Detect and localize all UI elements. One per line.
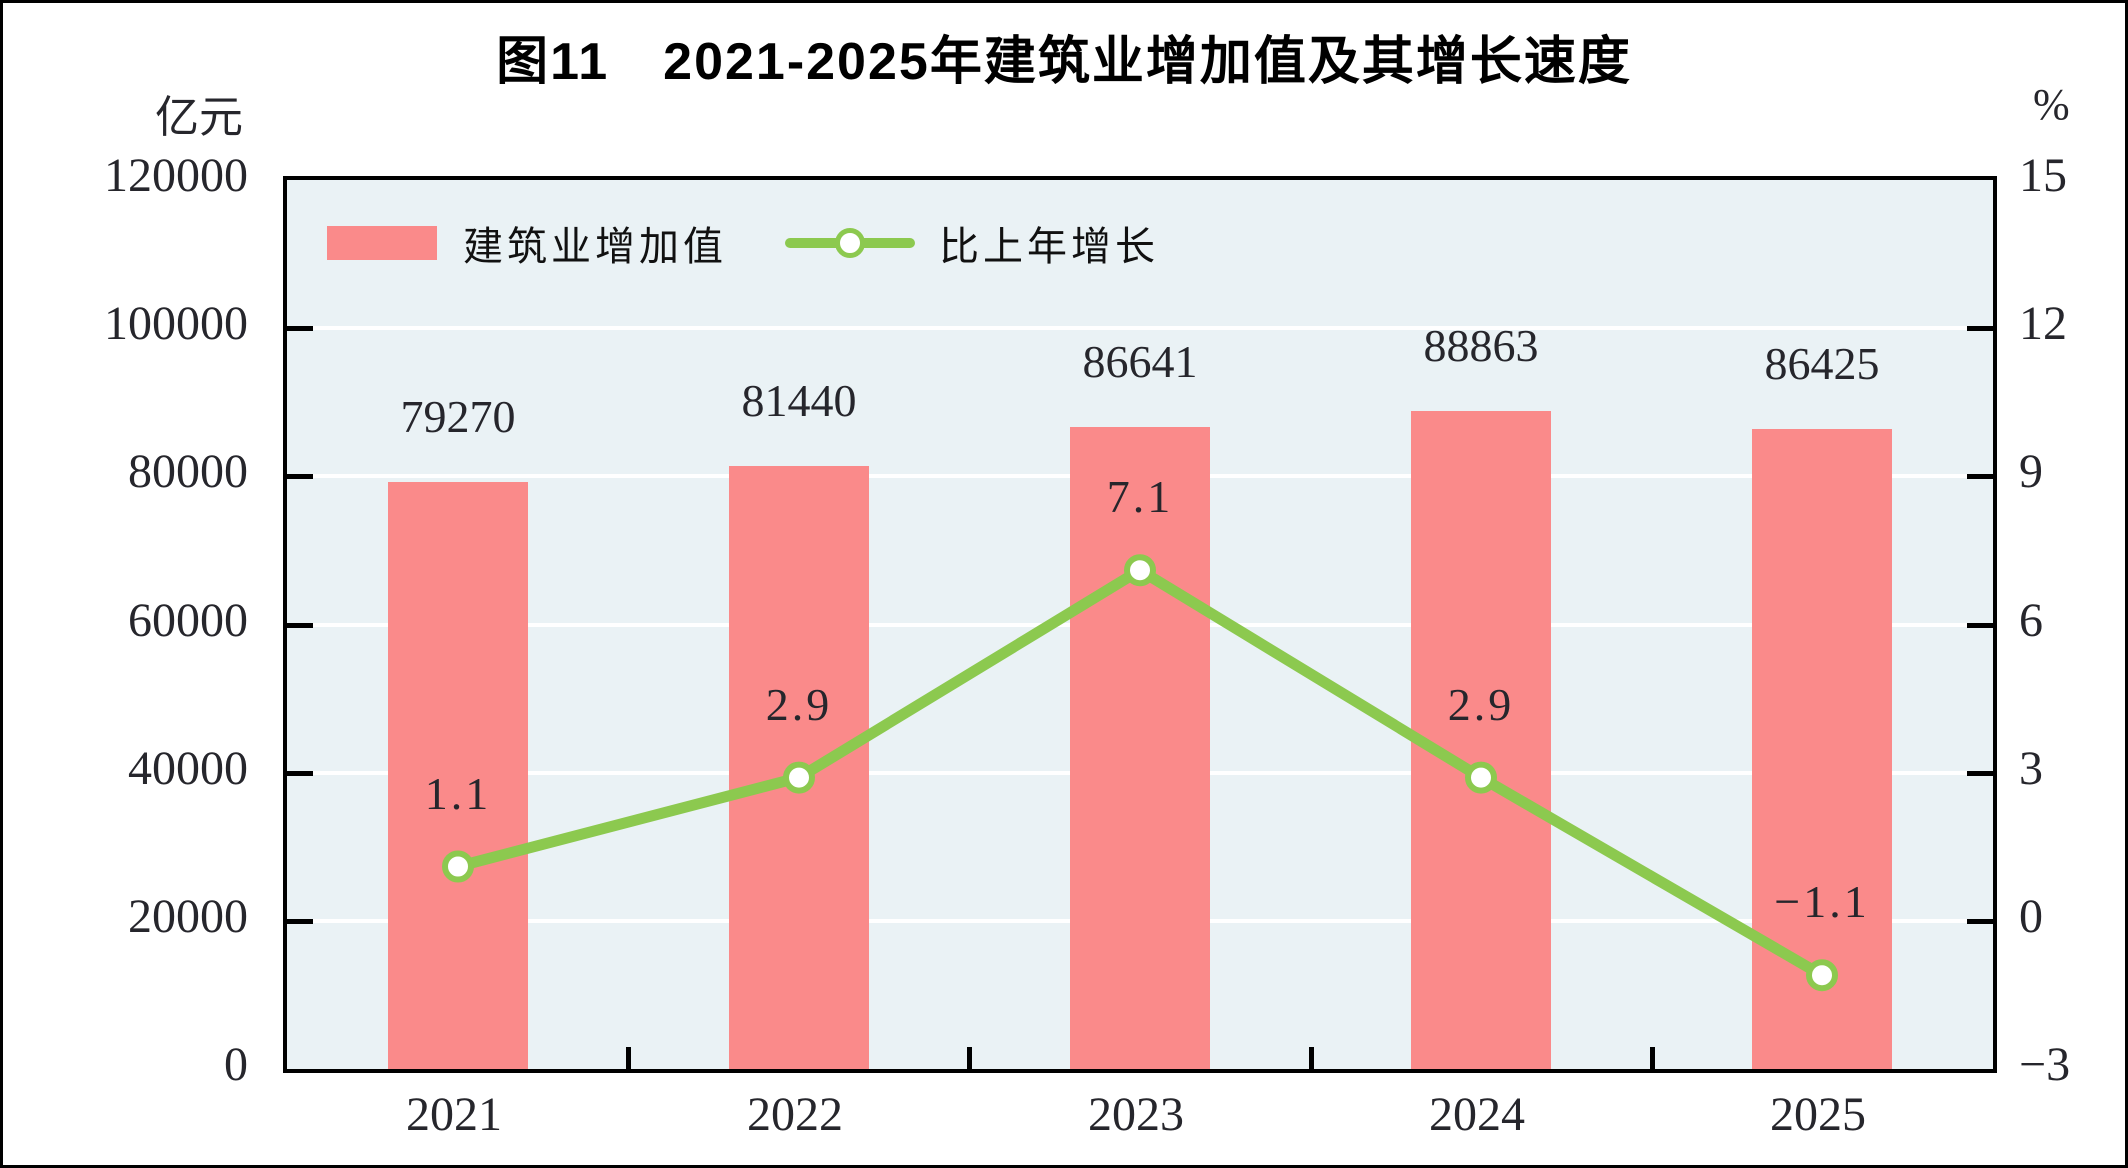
left-axis-unit-label: 亿元 xyxy=(155,93,243,142)
right-axis-tick-label: 9 xyxy=(2019,445,2043,498)
plot-area: 建筑业增加值 比上年增长 79270 81440 86641 88863 86425 1.… xyxy=(283,176,1997,1073)
legend-line-swatch-icon xyxy=(785,221,915,265)
bar-value-label: 79270 xyxy=(400,391,516,442)
right-axis-tick xyxy=(1967,771,1993,776)
bar-2021 xyxy=(388,482,528,1069)
right-axis-tick-label: 15 xyxy=(2019,149,2067,202)
right-axis-tick xyxy=(1967,623,1993,628)
right-axis-tick-label: 0 xyxy=(2019,890,2043,943)
line-value-label: 2.9 xyxy=(1447,679,1515,730)
left-axis-tick-label: 40000 xyxy=(128,742,248,795)
legend: 建筑业增加值 比上年增长 xyxy=(327,214,1159,272)
x-axis-tick xyxy=(1309,1047,1314,1069)
line-value-label: 7.1 xyxy=(1106,471,1174,522)
line-value-label: 2.9 xyxy=(765,679,833,730)
left-axis-tick-label: 80000 xyxy=(128,445,248,498)
left-axis-tick-label: 0 xyxy=(224,1038,248,1091)
line-marker-icon xyxy=(1124,554,1156,587)
right-axis-tick-label: −3 xyxy=(2019,1038,2071,1091)
bar-value-label: 86425 xyxy=(1764,338,1880,389)
x-axis-category-label: 2023 xyxy=(1088,1088,1184,1141)
left-axis-tick xyxy=(287,919,313,924)
right-axis-tick xyxy=(1967,919,1993,924)
line-marker-icon xyxy=(783,761,815,794)
line-marker-icon xyxy=(1806,959,1838,992)
right-axis-tick-label: 3 xyxy=(2019,742,2043,795)
right-axis-tick xyxy=(1967,474,1993,479)
left-axis-tick-label: 60000 xyxy=(128,594,248,647)
bar-value-label: 86641 xyxy=(1082,336,1198,387)
line-marker-icon xyxy=(1465,761,1497,794)
bar-value-label: 81440 xyxy=(741,375,857,426)
x-axis-category-label: 2021 xyxy=(406,1088,502,1141)
legend-bar-swatch-icon xyxy=(327,226,437,260)
right-axis-tick-label: 6 xyxy=(2019,594,2043,647)
bar-2024 xyxy=(1411,411,1551,1069)
line-value-label: 1.1 xyxy=(424,768,492,819)
left-axis-tick xyxy=(287,771,313,776)
x-axis-category-label: 2024 xyxy=(1429,1088,1525,1141)
left-axis-tick-label: 20000 xyxy=(128,890,248,943)
legend-bar-label: 建筑业增加值 xyxy=(463,224,727,269)
chart-title: 图11 2021-2025年建筑业增加值及其增长速度 xyxy=(496,33,1632,91)
right-axis-unit-label: % xyxy=(2033,80,2070,129)
x-axis-tick xyxy=(626,1047,631,1069)
x-axis-category-label: 2022 xyxy=(747,1088,843,1141)
right-axis-tick xyxy=(1967,326,1993,331)
right-axis-tick-label: 12 xyxy=(2019,297,2067,350)
bar-2023 xyxy=(1070,427,1210,1069)
left-axis-tick xyxy=(287,623,313,628)
legend-line-label: 比上年增长 xyxy=(939,224,1159,269)
line-value-label: −1.1 xyxy=(1774,876,1870,927)
left-axis-tick xyxy=(287,474,313,479)
bar-value-label: 88863 xyxy=(1423,320,1539,371)
x-axis-tick xyxy=(1650,1047,1655,1069)
gridline xyxy=(287,326,1993,330)
legend-line-marker-icon xyxy=(835,228,865,258)
line-marker-icon xyxy=(442,850,474,883)
growth-line-chart xyxy=(442,554,1838,992)
left-axis-tick-label: 120000 xyxy=(104,149,248,202)
x-axis-category-label: 2025 xyxy=(1770,1088,1866,1141)
left-axis-tick xyxy=(287,326,313,331)
growth-line xyxy=(452,564,1828,981)
left-axis-tick-label: 100000 xyxy=(104,297,248,350)
x-axis-tick xyxy=(967,1047,972,1069)
